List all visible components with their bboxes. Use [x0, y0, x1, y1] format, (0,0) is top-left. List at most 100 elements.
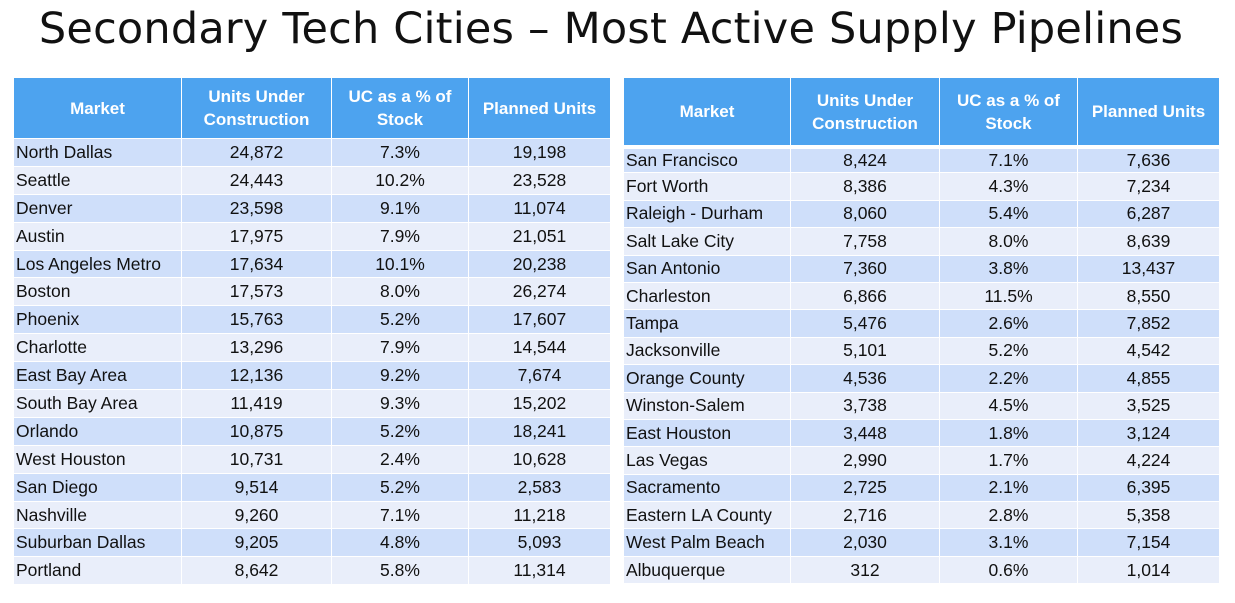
planned-units-cell: 4,855: [1078, 364, 1219, 392]
market-cell: Fort Worth: [624, 172, 791, 200]
market-cell: Tampa: [624, 309, 791, 337]
uc-pct-of-stock-cell: 5.8%: [332, 556, 469, 585]
supply-table-left: Market Units Under Construction UC as a …: [14, 78, 610, 585]
table-row: Austin 17,975 7.9% 21,051: [14, 221, 610, 250]
column-header-units-under-construction: Units Under Construction: [791, 78, 940, 145]
market-cell: East Houston: [624, 418, 791, 447]
uc-pct-of-stock-cell: 9.1%: [332, 193, 469, 222]
units-under-construction-cell: 17,573: [182, 277, 332, 306]
units-under-construction-cell: 12,136: [182, 361, 332, 390]
table-header-row: Market Units Under Construction UC as a …: [624, 78, 1219, 145]
uc-pct-of-stock-cell: 3.8%: [940, 254, 1078, 282]
table-row: West Palm Beach 2,030 3.1% 7,154: [624, 528, 1219, 556]
uc-pct-of-stock-cell: 8.0%: [332, 277, 469, 306]
uc-pct-of-stock-cell: 5.2%: [940, 336, 1078, 365]
units-under-construction-cell: 10,731: [182, 444, 332, 473]
market-cell: Austin: [14, 221, 182, 250]
supply-table-right: Market Units Under Construction UC as a …: [624, 78, 1219, 584]
planned-units-cell: 10,628: [469, 444, 610, 473]
units-under-construction-cell: 8,642: [182, 556, 332, 585]
planned-units-cell: 19,198: [469, 138, 610, 166]
uc-pct-of-stock-cell: 4.8%: [332, 528, 469, 557]
units-under-construction-cell: 24,872: [182, 138, 332, 166]
planned-units-cell: 11,218: [469, 500, 610, 529]
market-cell: Portland: [14, 556, 182, 585]
market-cell: Sacramento: [624, 473, 791, 502]
planned-units-cell: 6,395: [1078, 473, 1219, 502]
units-under-construction-cell: 7,758: [791, 227, 940, 255]
uc-pct-of-stock-cell: 3.1%: [940, 528, 1078, 556]
uc-pct-of-stock-cell: 4.5%: [940, 391, 1078, 419]
units-under-construction-cell: 3,448: [791, 418, 940, 447]
units-under-construction-cell: 24,443: [182, 165, 332, 194]
uc-pct-of-stock-cell: 2.8%: [940, 501, 1078, 529]
table-row: Charleston 6,866 11.5% 8,550: [624, 281, 1219, 310]
market-cell: Denver: [14, 193, 182, 222]
planned-units-cell: 8,639: [1078, 227, 1219, 255]
market-cell: Los Angeles Metro: [14, 249, 182, 278]
table-row: Jacksonville 5,101 5.2% 4,542: [624, 336, 1219, 365]
planned-units-cell: 14,544: [469, 333, 610, 362]
units-under-construction-cell: 2,030: [791, 528, 940, 556]
market-cell: Boston: [14, 277, 182, 306]
table-row: Salt Lake City 7,758 8.0% 8,639: [624, 227, 1219, 255]
uc-pct-of-stock-cell: 7.3%: [332, 138, 469, 166]
table-row: Las Vegas 2,990 1.7% 4,224: [624, 446, 1219, 474]
uc-pct-of-stock-cell: 2.1%: [940, 473, 1078, 502]
planned-units-cell: 6,287: [1078, 199, 1219, 228]
table-row: East Bay Area 12,136 9.2% 7,674: [14, 361, 610, 390]
units-under-construction-cell: 9,205: [182, 528, 332, 557]
uc-pct-of-stock-cell: 2.4%: [332, 444, 469, 473]
table-row: San Francisco 8,424 7.1% 7,636: [624, 145, 1219, 173]
table-row: Orlando 10,875 5.2% 18,241: [14, 416, 610, 445]
table-row: North Dallas 24,872 7.3% 19,198: [14, 138, 610, 166]
column-header-planned-units: Planned Units: [1078, 78, 1219, 145]
uc-pct-of-stock-cell: 4.3%: [940, 172, 1078, 200]
planned-units-cell: 3,124: [1078, 418, 1219, 447]
market-cell: Phoenix: [14, 305, 182, 334]
column-header-units-under-construction: Units Under Construction: [182, 78, 332, 138]
table-row: San Antonio 7,360 3.8% 13,437: [624, 254, 1219, 282]
units-under-construction-cell: 11,419: [182, 389, 332, 417]
units-under-construction-cell: 6,866: [791, 281, 940, 310]
table-row: Sacramento 2,725 2.1% 6,395: [624, 473, 1219, 502]
table-row: South Bay Area 11,419 9.3% 15,202: [14, 389, 610, 417]
market-cell: Suburban Dallas: [14, 528, 182, 557]
planned-units-cell: 17,607: [469, 305, 610, 334]
units-under-construction-cell: 8,424: [791, 145, 940, 173]
planned-units-cell: 4,224: [1078, 446, 1219, 474]
market-cell: San Antonio: [624, 254, 791, 282]
units-under-construction-cell: 2,990: [791, 446, 940, 474]
planned-units-cell: 11,314: [469, 556, 610, 585]
planned-units-cell: 4,542: [1078, 336, 1219, 365]
units-under-construction-cell: 15,763: [182, 305, 332, 334]
column-header-uc-pct-of-stock: UC as a % of Stock: [332, 78, 469, 138]
market-cell: West Palm Beach: [624, 528, 791, 556]
table-row: Winston-Salem 3,738 4.5% 3,525: [624, 391, 1219, 419]
uc-pct-of-stock-cell: 0.6%: [940, 555, 1078, 584]
uc-pct-of-stock-cell: 7.9%: [332, 333, 469, 362]
planned-units-cell: 7,154: [1078, 528, 1219, 556]
planned-units-cell: 23,528: [469, 165, 610, 194]
uc-pct-of-stock-cell: 10.1%: [332, 249, 469, 278]
table-row: Orange County 4,536 2.2% 4,855: [624, 364, 1219, 392]
table-row: West Houston 10,731 2.4% 10,628: [14, 444, 610, 473]
planned-units-cell: 7,636: [1078, 145, 1219, 173]
table-row: Seattle 24,443 10.2% 23,528: [14, 165, 610, 194]
planned-units-cell: 5,358: [1078, 501, 1219, 529]
uc-pct-of-stock-cell: 5.4%: [940, 199, 1078, 228]
uc-pct-of-stock-cell: 7.1%: [940, 145, 1078, 173]
uc-pct-of-stock-cell: 5.2%: [332, 305, 469, 334]
table-row: San Diego 9,514 5.2% 2,583: [14, 472, 610, 501]
market-cell: South Bay Area: [14, 389, 182, 417]
uc-pct-of-stock-cell: 2.6%: [940, 309, 1078, 337]
table-row: Eastern LA County 2,716 2.8% 5,358: [624, 501, 1219, 529]
planned-units-cell: 1,014: [1078, 555, 1219, 584]
table-row: Suburban Dallas 9,205 4.8% 5,093: [14, 528, 610, 557]
page-title: Secondary Tech Cities – Most Active Supp…: [38, 4, 1184, 54]
units-under-construction-cell: 13,296: [182, 333, 332, 362]
market-cell: Charlotte: [14, 333, 182, 362]
market-cell: San Francisco: [624, 145, 791, 173]
uc-pct-of-stock-cell: 11.5%: [940, 281, 1078, 310]
planned-units-cell: 8,550: [1078, 281, 1219, 310]
